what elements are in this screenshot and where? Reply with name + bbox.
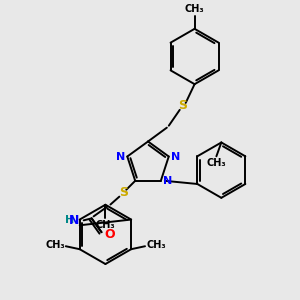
Text: CH₃: CH₃ xyxy=(185,4,204,14)
Text: N: N xyxy=(116,152,125,161)
Text: N: N xyxy=(163,176,172,186)
Text: CH₃: CH₃ xyxy=(207,158,226,168)
Text: CH₃: CH₃ xyxy=(45,240,65,250)
Text: N: N xyxy=(69,214,80,227)
Text: S: S xyxy=(178,99,187,112)
Text: S: S xyxy=(119,186,128,199)
Text: CH₃: CH₃ xyxy=(146,240,166,250)
Text: O: O xyxy=(104,228,115,241)
Text: CH₃: CH₃ xyxy=(96,220,115,230)
Text: N: N xyxy=(171,152,180,161)
Text: H: H xyxy=(64,215,74,225)
